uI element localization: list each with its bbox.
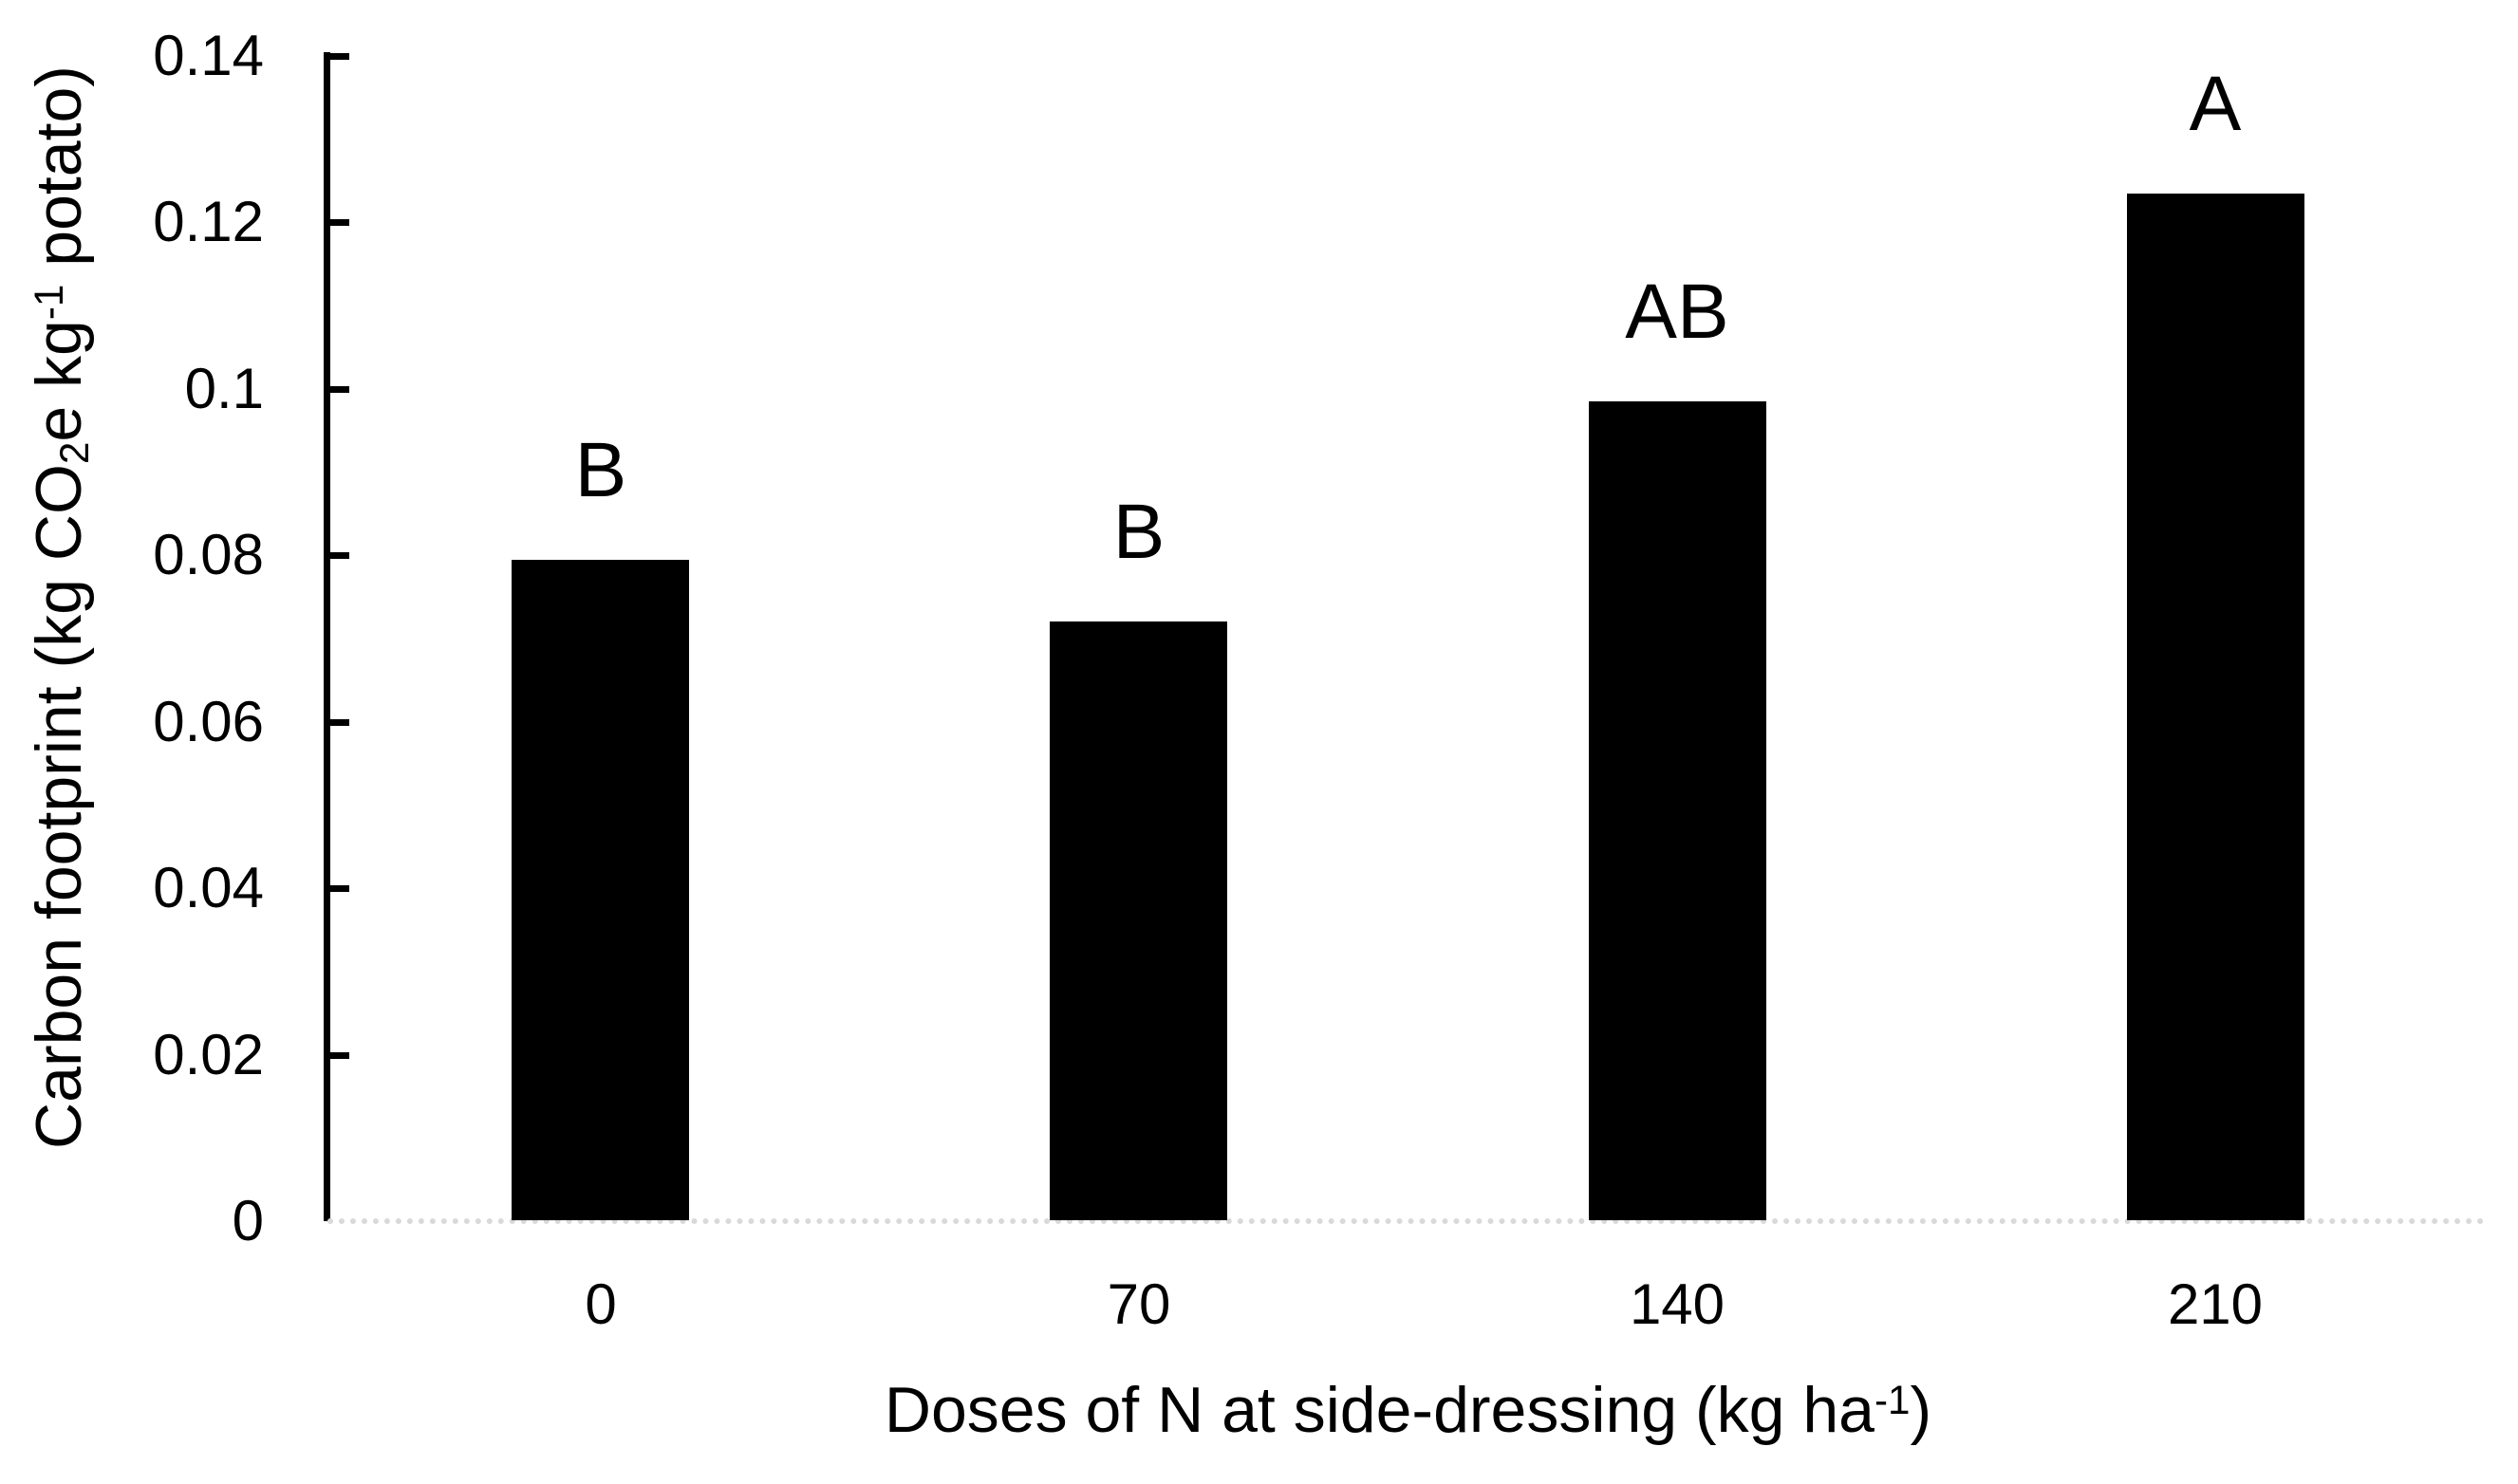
y-tick-label: 0.1 (184, 357, 264, 420)
y-tick-mark (330, 1052, 349, 1059)
y-tick-label: 0 (232, 1189, 264, 1252)
y-tick-label: 0.06 (153, 690, 264, 753)
y-tick-mark (330, 53, 349, 60)
y-tick-mark (330, 219, 349, 226)
y-axis-title-subscript: 2 (51, 441, 97, 465)
bar-significance-label: B (1112, 489, 1166, 575)
y-tick-label: 0.12 (153, 190, 264, 253)
bar (2127, 194, 2304, 1220)
y-tick-label: 0.02 (153, 1023, 264, 1086)
x-axis-title-superscript: -1 (1875, 1378, 1911, 1423)
x-axis-title-text: Doses of N at side-dressing (kg ha (884, 1374, 1875, 1446)
x-axis-baseline (327, 1218, 2485, 1224)
y-tick-mark (330, 552, 349, 559)
x-tick-label: 70 (1107, 1272, 1171, 1336)
bar-significance-label: AB (1625, 269, 1729, 355)
bar (1589, 401, 1766, 1220)
bar (512, 560, 689, 1220)
x-tick-label: 210 (2167, 1272, 2264, 1336)
y-axis-line (324, 52, 330, 1221)
y-tick-label: 0.14 (153, 24, 264, 87)
y-tick-mark (330, 386, 349, 393)
y-tick-label: 0.04 (153, 856, 264, 919)
bar-significance-label: A (2189, 61, 2242, 147)
x-tick-label: 140 (1629, 1272, 1725, 1336)
y-axis-title-superscript: -1 (27, 284, 72, 321)
x-axis-title-text: ) (1910, 1374, 1932, 1446)
y-tick-mark (330, 885, 349, 892)
y-tick-label: 0.08 (153, 523, 264, 586)
x-axis-title: Doses of N at side-dressing (kg ha-1) (331, 1374, 2485, 1455)
y-tick-mark (330, 719, 349, 726)
bar (1050, 621, 1227, 1220)
y-axis-title-text: potato) (23, 65, 95, 285)
x-tick-label: 0 (585, 1272, 617, 1336)
bar-significance-label: B (574, 427, 627, 513)
